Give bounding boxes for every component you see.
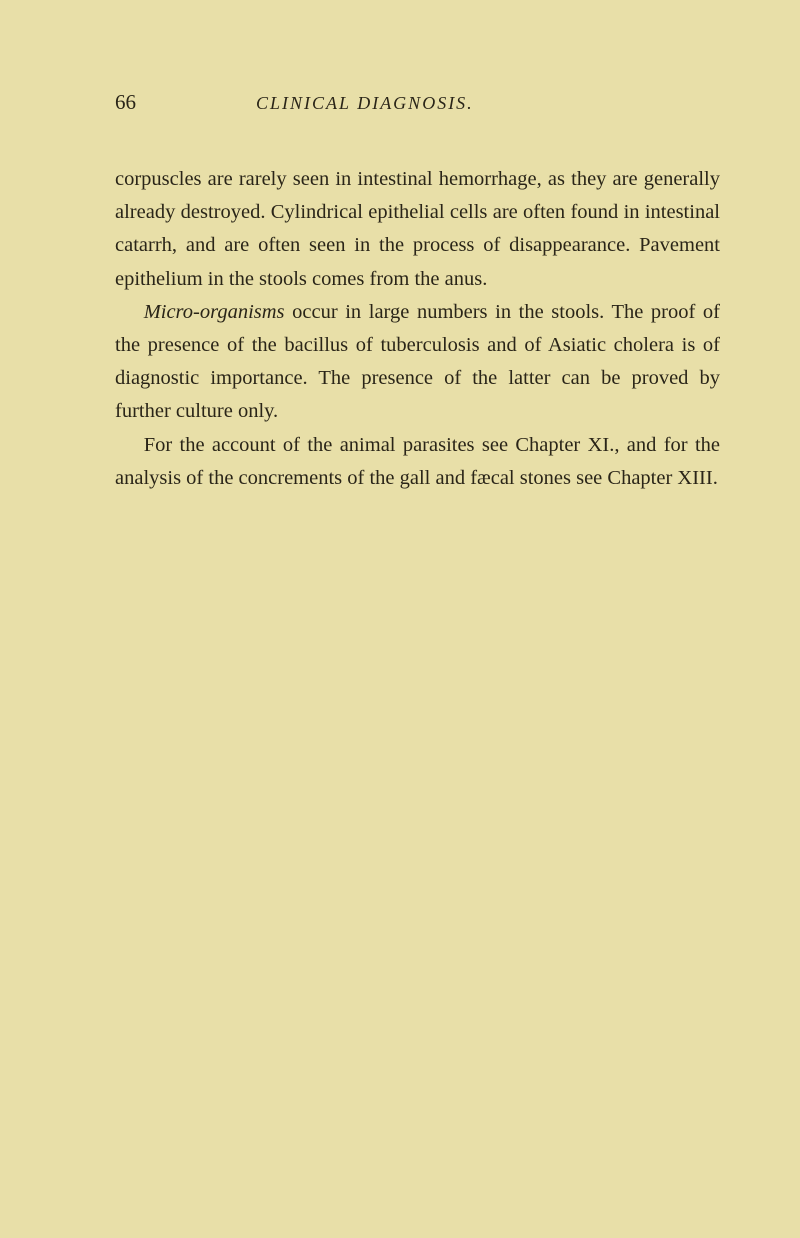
paragraph-1: corpuscles are rarely seen in intestinal… xyxy=(115,163,720,296)
running-title: CLINICAL DIAGNOSIS. xyxy=(256,93,474,114)
paragraph-2: Micro-organisms occur in large numbers i… xyxy=(115,296,720,429)
page-header: 66 CLINICAL DIAGNOSIS. xyxy=(115,90,720,115)
paragraph-3: For the account of the animal parasites … xyxy=(115,429,720,495)
italic-term: Micro-organisms xyxy=(144,301,285,323)
page-number: 66 xyxy=(115,90,136,115)
body-text: corpuscles are rarely seen in intestinal… xyxy=(115,163,720,495)
